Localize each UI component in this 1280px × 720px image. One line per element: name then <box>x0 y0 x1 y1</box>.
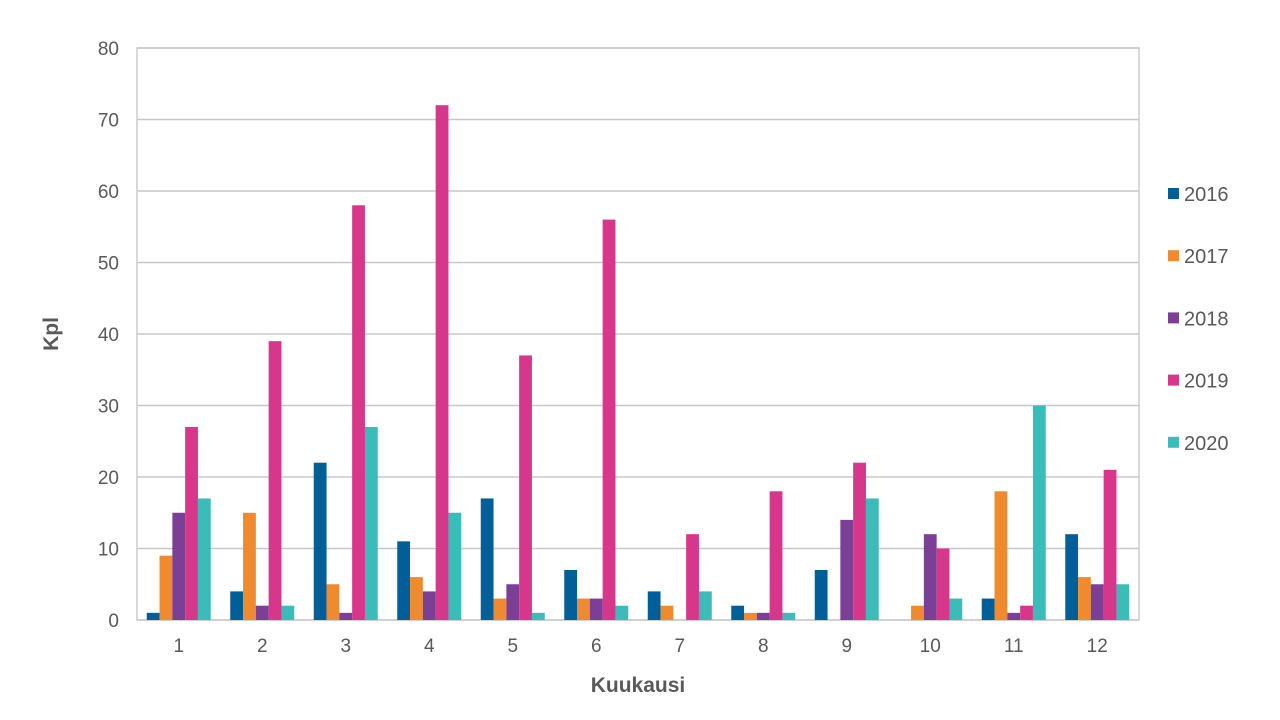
bar-2017-8 <box>744 612 757 620</box>
x-tick-label: 7 <box>674 636 685 657</box>
bar-2018-5 <box>506 584 520 620</box>
legend-label-2020: 2020 <box>1184 433 1229 455</box>
x-tick-labels: 1 2 3 4 5 6 7 8 9 10 11 12 <box>173 636 1107 657</box>
y-tick-label: 80 <box>98 39 119 60</box>
bar-2016-7 <box>647 591 661 620</box>
bar-2017-6 <box>577 598 590 620</box>
x-tick-label: 1 <box>173 636 184 657</box>
bar-2019-3 <box>352 205 365 621</box>
x-tick-label: 11 <box>1004 636 1024 657</box>
bar-2018-9 <box>840 519 854 620</box>
plot-area <box>136 47 1140 621</box>
bar-2019-2 <box>268 341 282 620</box>
y-axis-title: Kpl <box>40 317 63 351</box>
gridlines <box>137 47 1139 621</box>
bar-2016-12 <box>1065 534 1079 620</box>
legend-swatch-2016 <box>1168 188 1179 199</box>
bar-2019-10 <box>936 548 950 620</box>
y-tick-label: 0 <box>108 611 119 632</box>
bar-2016-8 <box>731 605 745 620</box>
bar-2018-4 <box>422 591 436 620</box>
bar-2020-6 <box>615 605 629 620</box>
bar-2020-8 <box>782 612 796 620</box>
bar-2017-5 <box>493 598 507 620</box>
bar-2020-1 <box>197 498 211 620</box>
bar-2017-1 <box>159 555 173 620</box>
x-axis-title: Kuukausi <box>591 674 686 697</box>
legend-label-2018: 2018 <box>1184 308 1229 330</box>
bar-2019-8 <box>769 491 783 620</box>
bar-2017-10 <box>911 605 924 620</box>
bar-2019-1 <box>185 426 198 620</box>
bar-2019-12 <box>1103 469 1117 620</box>
legend: 2016 2017 2018 2019 2020 <box>1168 184 1229 455</box>
bar-2020-11 <box>1032 405 1046 620</box>
bar-2016-3 <box>313 462 327 620</box>
legend-swatch-2019 <box>1168 374 1179 386</box>
bar-2018-12 <box>1090 584 1104 620</box>
bar-2016-9 <box>814 569 828 620</box>
bar-2018-1 <box>172 512 186 620</box>
legend-label-2016: 2016 <box>1184 184 1229 206</box>
x-tick-label: 10 <box>920 636 941 657</box>
bar-2019-7 <box>686 534 699 620</box>
bar-2016-1 <box>146 612 160 620</box>
x-tick-label: 3 <box>340 636 351 657</box>
bar-2018-10 <box>923 534 937 620</box>
x-tick-label: 6 <box>591 636 602 657</box>
bar-2017-11 <box>994 491 1008 620</box>
y-tick-labels: 0 10 20 30 40 50 60 70 80 <box>98 39 119 632</box>
bar-2020-4 <box>448 512 462 620</box>
y-tick-label: 50 <box>98 254 119 275</box>
y-tick-label: 40 <box>98 325 119 346</box>
bar-2018-3 <box>339 612 353 620</box>
bar-2018-6 <box>589 598 603 620</box>
legend-swatch-2018 <box>1168 312 1179 324</box>
bar-2018-11 <box>1007 612 1021 620</box>
legend-label-2017: 2017 <box>1184 246 1229 268</box>
bar-2017-12 <box>1078 577 1091 620</box>
y-tick-label: 70 <box>98 111 119 132</box>
bar-2016-6 <box>564 569 578 620</box>
x-tick-label: 8 <box>758 636 769 657</box>
bar-2020-3 <box>364 426 378 620</box>
bar-2016-4 <box>397 541 411 620</box>
x-tick-label: 2 <box>257 636 268 657</box>
legend-swatch-2020 <box>1168 436 1179 448</box>
bar-2017-4 <box>410 577 423 620</box>
bar-2019-6 <box>602 219 616 620</box>
x-tick-label: 9 <box>841 636 852 657</box>
y-tick-label: 60 <box>98 182 119 203</box>
bar-2019-11 <box>1020 605 1033 620</box>
bar-2016-11 <box>981 598 995 620</box>
bar-2020-10 <box>949 598 963 620</box>
bar-2020-9 <box>865 498 879 620</box>
bars <box>146 105 1130 621</box>
bar-2019-9 <box>853 462 866 620</box>
bar-2017-7 <box>660 605 674 620</box>
bar-2020-7 <box>698 591 712 620</box>
bar-2017-2 <box>243 512 256 620</box>
bar-2020-12 <box>1116 584 1130 620</box>
bar-2020-2 <box>281 605 295 620</box>
bar-2017-3 <box>326 584 340 620</box>
bar-2018-2 <box>255 605 269 620</box>
bar-2019-5 <box>519 355 532 620</box>
x-tick-label: 5 <box>507 636 518 657</box>
bar-2019-4 <box>435 105 449 620</box>
x-tick-label: 12 <box>1087 636 1108 657</box>
bar-2016-5 <box>480 498 494 620</box>
y-tick-label: 20 <box>98 468 119 489</box>
y-tick-label: 10 <box>98 540 119 561</box>
bar-2016-2 <box>230 591 244 620</box>
x-tick-label: 4 <box>424 636 435 657</box>
y-tick-label: 30 <box>98 397 119 418</box>
legend-swatch-2017 <box>1168 250 1179 262</box>
bar-2018-8 <box>756 612 770 620</box>
legend-label-2019: 2019 <box>1184 371 1229 393</box>
bar-2020-5 <box>531 612 545 620</box>
